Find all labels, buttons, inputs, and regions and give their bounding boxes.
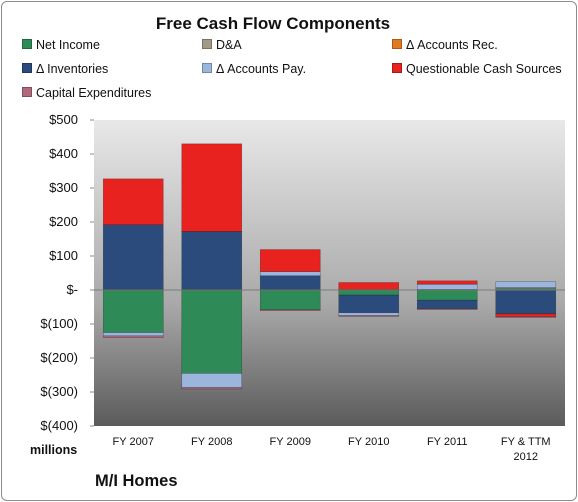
bar-net-income-fy-2009	[259, 289, 321, 311]
y-tick-label: $(100)	[40, 316, 78, 331]
y-tick-label: $100	[49, 248, 78, 263]
bar-net-income-fy-2007	[102, 289, 164, 333]
legend-swatch	[202, 39, 212, 49]
bar-inventories-fy-2010	[338, 294, 400, 314]
x-tick-label: FY & TTM 2012	[501, 436, 551, 463]
bar-questionable-cash-sources-fy-ttm-2012	[495, 313, 557, 317]
y-tick-label: $(300)	[40, 384, 78, 399]
y-tick-label: $500	[49, 112, 78, 127]
legend-label: Δ Accounts Rec.	[406, 38, 498, 52]
y-tick-label: $(400)	[40, 418, 78, 433]
bar-net-income-fy-2011	[416, 289, 478, 301]
units-label: millions	[30, 443, 78, 457]
bar-inventories-fy-2011	[416, 299, 478, 310]
legend-swatch	[392, 63, 402, 73]
bar-capital-expenditures-fy-2011	[416, 308, 478, 311]
bar-inventories-fy-2009	[259, 275, 321, 290]
bar-accounts-pay-fy-2010	[338, 312, 400, 316]
x-tick-label: FY 2008	[191, 436, 232, 448]
bar-capital-expenditures-fy-2008	[181, 387, 243, 390]
legend-item-d-a: D&A	[202, 38, 242, 52]
x-tick-label: FY 2010	[348, 436, 389, 448]
legend-item-net-income: Net Income	[22, 38, 100, 52]
bar-capital-expenditures-fy-2007	[102, 335, 164, 338]
bar-accounts-pay-fy-2007	[102, 332, 164, 337]
y-tick-label: $(200)	[40, 350, 78, 365]
legend-swatch	[202, 63, 212, 73]
bar-net-income-fy-2010	[338, 289, 400, 296]
bar-capital-expenditures-fy-2010	[338, 315, 400, 317]
x-tick-label: FY 2009	[270, 436, 311, 448]
y-tick-label: $300	[49, 180, 78, 195]
legend-label: D&A	[216, 38, 242, 52]
bar-accounts-pay-fy-2009	[259, 271, 321, 277]
bar-questionable-cash-sources-fy-2011	[416, 280, 478, 285]
bar-questionable-cash-sources-fy-2010	[338, 282, 400, 290]
legend-swatch	[392, 39, 402, 49]
y-tick-label: $400	[49, 146, 78, 161]
legend-item-inventories: Δ Inventories	[22, 62, 108, 76]
x-tick-label: FY 2011	[427, 436, 468, 448]
bar-questionable-cash-sources-fy-2007	[102, 178, 164, 226]
chart-legend: Net Income D&A Δ Accounts Rec. Δ Inventorie…	[0, 0, 578, 110]
x-tick-label: FY 2007	[113, 436, 154, 448]
legend-swatch	[22, 87, 32, 97]
bar-capital-expenditures-fy-2009	[259, 309, 321, 312]
chart-title: Free Cash Flow Components	[155, 14, 391, 33]
bar-accounts-pay-fy-2008	[181, 372, 243, 388]
legend-swatch	[22, 63, 32, 73]
bar-accounts-pay-fy-ttm-2012	[495, 281, 557, 288]
bar-inventories-fy-ttm-2012	[495, 289, 557, 315]
bar-questionable-cash-sources-fy-2009	[259, 249, 321, 272]
company-name: M/I Homes	[95, 472, 178, 490]
bar-questionable-cash-sources-fy-2008	[181, 143, 243, 232]
legend-item-capital-expenditures: Capital Expenditures	[22, 86, 151, 100]
legend-swatch	[22, 39, 32, 49]
legend-label: Capital Expenditures	[36, 86, 152, 100]
legend-item-accounts-pay: Δ Accounts Pay.	[202, 62, 306, 76]
plot-area	[94, 120, 565, 426]
bar-accounts-pay-fy-2011	[416, 283, 478, 290]
bar-inventories-fy-2007	[102, 224, 164, 290]
legend-label: Net Income	[36, 38, 100, 52]
legend-item-accounts-rec: Δ Accounts Rec.	[392, 38, 498, 52]
legend-item-questionable-cash-sources: Questionable Cash Sources	[392, 62, 562, 76]
y-tick-label: $-	[66, 282, 78, 297]
bar-capital-expenditures-fy-ttm-2012	[495, 316, 557, 318]
legend-label: Questionable Cash Sources	[406, 62, 562, 76]
legend-label: Δ Accounts Pay.	[216, 62, 307, 76]
bar-inventories-fy-2008	[181, 231, 243, 290]
legend-label: Δ Inventories	[36, 62, 109, 76]
bar-net-income-fy-2008	[181, 289, 243, 374]
y-tick-label: $200	[49, 214, 78, 229]
